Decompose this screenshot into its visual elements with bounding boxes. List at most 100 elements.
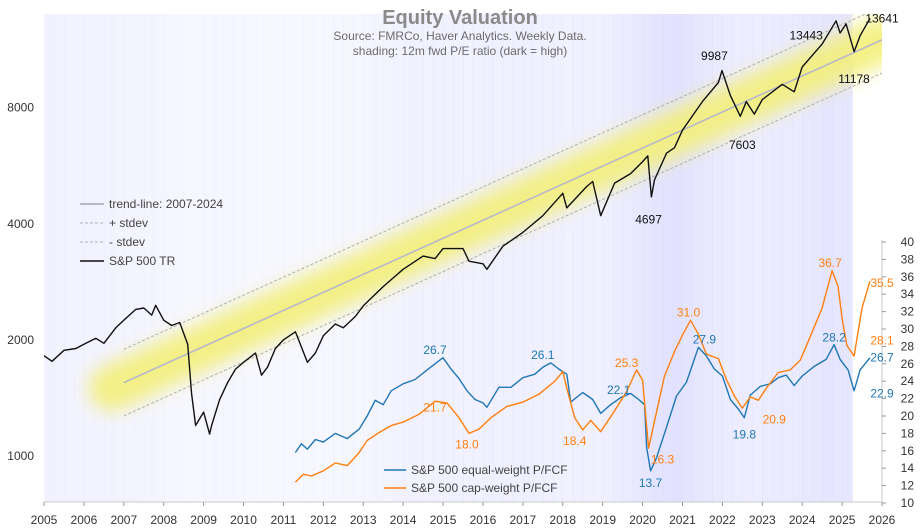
pe-shading-stripe xyxy=(622,14,634,502)
pe-shading-stripe xyxy=(482,14,494,502)
pe-shading-stripe xyxy=(742,14,753,502)
x-tick-label: 2023 xyxy=(749,513,776,527)
left-axis-tick-label: 4000 xyxy=(7,217,34,231)
right-axis-tick-label: 34 xyxy=(901,287,915,301)
pe-shading-stripe xyxy=(173,14,185,502)
pe-shading-stripe xyxy=(243,14,255,502)
pe-shading-stripe xyxy=(193,14,205,502)
pe-shading-stripe xyxy=(253,14,265,502)
pe-shading-stripe xyxy=(532,14,544,502)
sp500-tr-line xyxy=(43,18,871,435)
pe-shading-stripe xyxy=(183,14,195,502)
pe-shading-stripe xyxy=(463,14,474,502)
x-tick-label: 2014 xyxy=(390,513,417,527)
series-lines xyxy=(43,18,871,483)
right-axis-tick-label: 10 xyxy=(901,496,915,510)
value-annotation: 22.9 xyxy=(870,386,894,400)
pe-shading-stripe xyxy=(632,14,644,502)
legend-sp500-label: S&P 500 TR xyxy=(109,254,176,268)
pe-shading-stripe xyxy=(782,14,793,502)
right-axis-tick-label: 16 xyxy=(901,444,915,458)
x-tick-label: 2017 xyxy=(510,513,537,527)
value-annotation: 31.0 xyxy=(677,305,701,319)
value-annotation: 26.1 xyxy=(531,348,555,362)
value-annotation: 7603 xyxy=(729,138,756,152)
left-axis-tick-label: 2000 xyxy=(7,333,34,347)
right-axis-tick-label: 18 xyxy=(901,426,915,440)
pe-shading-stripe xyxy=(103,14,115,502)
value-annotation: 36.7 xyxy=(818,256,842,270)
pe-shading-stripe xyxy=(313,14,324,502)
pe-shading-stripe xyxy=(822,14,833,502)
plus-stdev-line xyxy=(123,14,867,350)
chart-subtitle-source: Source: FMRCo, Haver Analytics. Weekly D… xyxy=(333,29,586,43)
right-axis-tick-label: 30 xyxy=(901,322,915,336)
minus-stdev-line xyxy=(123,72,882,417)
legend-plus-stdev-label: + stdev xyxy=(109,216,148,230)
pe-shading-stripe xyxy=(602,14,614,502)
right-axis-tick-label: 28 xyxy=(901,339,915,353)
pe-shading-stripe xyxy=(612,14,624,502)
pe-shading-stripe xyxy=(762,14,773,502)
value-annotation: 26.7 xyxy=(870,351,894,365)
x-tick-label: 2013 xyxy=(350,513,377,527)
pe-shading-stripe xyxy=(582,14,594,502)
value-annotation: 18.0 xyxy=(455,438,479,452)
x-tick-label: 2022 xyxy=(709,513,736,527)
value-annotation: 22.1 xyxy=(607,383,631,397)
x-tick-label: 2005 xyxy=(31,513,58,527)
pe-shading-stripe xyxy=(652,14,664,502)
value-annotation: 19.8 xyxy=(733,427,757,441)
pe-shading-stripe xyxy=(223,14,235,502)
value-annotation: 27.9 xyxy=(693,332,717,346)
pe-shading-stripe xyxy=(263,14,275,502)
pe-shading-stripe xyxy=(163,14,175,502)
value-annotation: 28.1 xyxy=(870,333,894,347)
right-axis-tick-label: 26 xyxy=(901,357,915,371)
pe-shading-stripe xyxy=(562,14,574,502)
x-tick-label: 2026 xyxy=(869,513,896,527)
value-annotation: 25.3 xyxy=(615,356,639,370)
right-axis-tick-label: 20 xyxy=(901,409,915,423)
value-annotation: 13641 xyxy=(865,11,899,25)
right-axis-tick-label: 32 xyxy=(901,305,915,319)
equal-weight-pfcf-line xyxy=(294,344,871,472)
legend-cap-weight-label: S&P 500 cap-weight P/FCF xyxy=(411,481,558,495)
x-tick-label: 2016 xyxy=(470,513,497,527)
pe-shading-stripe xyxy=(153,14,165,502)
x-tick-label: 2012 xyxy=(310,513,337,527)
pe-shading-stripe xyxy=(93,14,105,502)
legend-equal-weight-label: S&P 500 equal-weight P/FCF xyxy=(411,463,568,477)
left-axis-ticks: 1000 2000 4000 8000 xyxy=(7,101,34,463)
left-axis-tick-label: 8000 xyxy=(7,101,34,115)
pe-shading-stripe xyxy=(143,14,155,502)
pe-shading-stripe xyxy=(293,14,304,502)
value-annotation: 28.2 xyxy=(822,331,846,345)
pe-shading-stripe xyxy=(542,14,554,502)
right-axis-ticks: 10 12 14 16 18 20 22 24 26 28 30 32 34 36 38 40 xyxy=(882,235,914,510)
value-annotation: 13.7 xyxy=(639,476,663,490)
pe-shading-stripe xyxy=(83,14,95,502)
legend-right: S&P 500 equal-weight P/FCF S&P 500 cap-w… xyxy=(384,463,568,495)
x-tick-label: 2009 xyxy=(190,513,217,527)
pe-shading-stripe xyxy=(113,14,125,502)
pe-shading-stripe xyxy=(333,14,344,502)
pe-shading-stripe xyxy=(712,14,723,502)
value-annotation: 21.7 xyxy=(423,400,447,414)
pe-shading-stripe xyxy=(273,14,285,502)
right-axis-tick-label: 22 xyxy=(901,392,915,406)
pe-shading-stripe xyxy=(283,14,295,502)
x-tick-label: 2019 xyxy=(589,513,616,527)
pe-shading-stripe xyxy=(842,14,853,502)
right-axis-tick-label: 38 xyxy=(901,252,915,266)
pe-shading-stripe xyxy=(592,14,604,502)
pe-shading-stripe xyxy=(832,14,843,502)
pe-shading-stripe xyxy=(53,14,65,502)
x-tick-label: 2015 xyxy=(430,513,457,527)
legend-trend-label: trend-line: 2007-2024 xyxy=(109,197,223,211)
value-annotation: 26.7 xyxy=(423,343,447,357)
pe-shading-stripe xyxy=(662,14,674,502)
left-axis-tick-label: 1000 xyxy=(7,449,34,463)
pe-shading-stripe xyxy=(502,14,514,502)
